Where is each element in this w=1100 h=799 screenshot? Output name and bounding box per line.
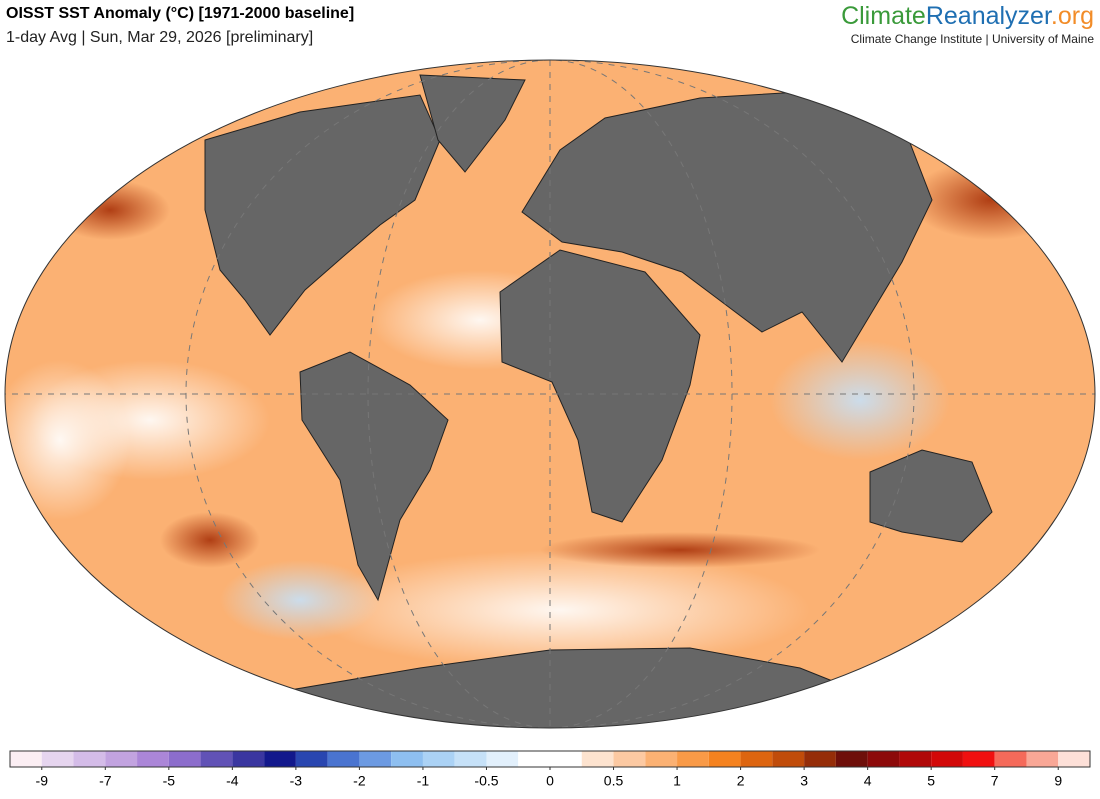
colorbar-swatch xyxy=(804,751,836,767)
colorbar-tick-label: -9 xyxy=(36,773,49,789)
colorbar-swatch xyxy=(899,751,932,767)
anomaly-patch xyxy=(310,550,810,670)
colorbar-swatch xyxy=(391,751,423,767)
colorbar-swatch xyxy=(835,751,868,767)
brand: ClimateReanalyzer.org xyxy=(841,2,1094,30)
colorbar-tick-label: -5 xyxy=(163,773,176,789)
colorbar-swatch xyxy=(581,751,614,767)
colorbar-swatch xyxy=(867,751,900,767)
colorbar-tick-label: -2 xyxy=(353,773,366,789)
colorbar-tick-label: 3 xyxy=(800,773,808,789)
colorbar-swatch xyxy=(264,751,296,767)
north-america xyxy=(204,94,441,336)
colorbar-swatch xyxy=(550,751,582,767)
colorbar-tick-label: 0 xyxy=(546,773,554,789)
brand-part: Reanalyzer xyxy=(926,2,1052,30)
graticule-line xyxy=(367,60,733,728)
map-border xyxy=(4,59,1096,729)
colorbar-tick-label: -0.5 xyxy=(474,773,498,789)
colorbar-swatch xyxy=(359,751,392,767)
colorbar-swatch xyxy=(422,751,455,767)
colorbar-tick-label: -4 xyxy=(226,773,239,789)
colorbar-swatch xyxy=(41,751,74,767)
colorbar-tick-label: -1 xyxy=(417,773,430,789)
colorbar-swatch xyxy=(168,751,201,767)
colorbar-tick-label: 2 xyxy=(737,773,745,789)
brand-part: Climate xyxy=(841,2,926,30)
colorbar-swatch xyxy=(1058,751,1090,767)
anomaly-patch xyxy=(540,532,820,568)
colorbar-swatch xyxy=(994,751,1027,767)
colorbar-tick-label: 7 xyxy=(991,773,999,789)
australia xyxy=(869,449,993,543)
anomaly-patch xyxy=(220,560,380,640)
anomaly-patch xyxy=(160,512,260,568)
anomaly-patch xyxy=(50,180,170,240)
colorbar-swatch xyxy=(327,751,360,767)
anomaly-patch xyxy=(5,360,130,520)
colorbar-tick-label: 4 xyxy=(864,773,872,789)
colorbar: -9 -7 -5 -4 -3 -2 -1 -0.5 0 0.5 1 2 3 4 5 7 9 xyxy=(9,750,1091,789)
colorbar-swatch xyxy=(962,751,995,767)
colorbar-swatch xyxy=(1026,751,1059,767)
colorbar-tick-label: -7 xyxy=(99,773,112,789)
colorbar-swatch xyxy=(708,751,741,767)
colorbar-swatch xyxy=(613,751,646,767)
colorbar-swatch xyxy=(73,751,106,767)
colorbar-tick-label: 5 xyxy=(927,773,935,789)
colorbar-swatch xyxy=(931,751,963,767)
greenland xyxy=(419,74,526,173)
anomaly-patch xyxy=(770,340,950,460)
colorbar-tick-label: 0.5 xyxy=(604,773,624,789)
graticule xyxy=(5,60,1095,728)
map xyxy=(5,60,1095,728)
colorbar-swatch xyxy=(295,751,328,767)
colorbar-swatch xyxy=(454,751,487,767)
colorbar-swatch xyxy=(518,751,550,767)
colorbar-swatch xyxy=(645,751,678,767)
title: OISST SST Anomaly (°C) [1971-2000 baseli… xyxy=(6,5,354,22)
colorbar-swatch xyxy=(105,751,138,767)
colorbar-swatch xyxy=(740,751,773,767)
colorbar-tick-label: -3 xyxy=(290,773,303,789)
colorbar-swatch xyxy=(10,751,42,767)
graticule-line xyxy=(185,60,915,728)
colorbar-tick-label: 1 xyxy=(673,773,681,789)
colorbar-swatch xyxy=(486,751,519,767)
colorbar-swatch xyxy=(137,751,169,767)
colorbar-swatch xyxy=(772,751,805,767)
colorbar-swatch xyxy=(200,751,233,767)
colorbar-tick-label: 9 xyxy=(1054,773,1062,789)
eurasia xyxy=(521,91,933,363)
brand-tagline: Climate Change Institute | University of… xyxy=(851,32,1095,46)
brand-part: .org xyxy=(1051,2,1094,30)
subtitle: 1-day Avg | Sun, Mar 29, 2026 [prelimina… xyxy=(6,29,313,46)
colorbar-swatch xyxy=(232,751,265,767)
colorbar-swatch xyxy=(677,751,709,767)
anomaly-patch xyxy=(910,160,1070,240)
